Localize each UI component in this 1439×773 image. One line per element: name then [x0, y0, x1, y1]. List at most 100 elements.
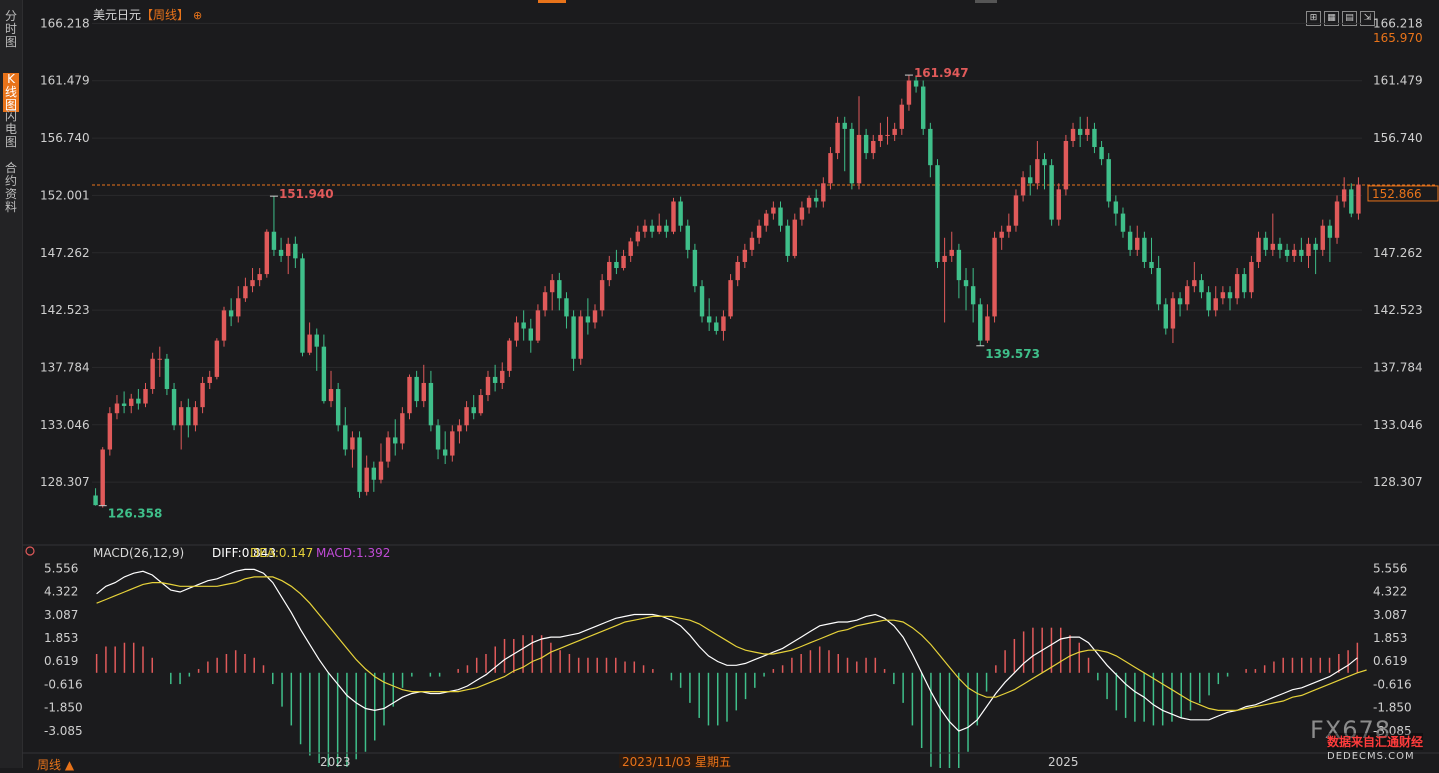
- candle-body: [1327, 225, 1333, 238]
- top-quote: 165.970: [1373, 31, 1423, 45]
- top-accent-bar: [538, 0, 566, 3]
- chart-title: 美元日元【周线】 ⊕: [93, 6, 202, 23]
- macd-diff-label: DIFF:0.843: [212, 546, 276, 560]
- candle-body: [1020, 177, 1026, 196]
- current-price-box: [1367, 185, 1439, 202]
- tab-flash-chart[interactable]: 闪电图: [4, 109, 17, 149]
- candle-body: [1170, 298, 1176, 329]
- candle-body: [721, 316, 726, 331]
- candle-body: [1292, 249, 1297, 256]
- candle-body: [956, 249, 962, 281]
- tab-contract-info[interactable]: 合约资料: [4, 161, 17, 214]
- candle-body: [93, 495, 98, 506]
- candle-body: [393, 437, 398, 444]
- stack-icon[interactable]: ▤: [1342, 11, 1357, 26]
- macd-tick-right: 1.853: [1373, 631, 1407, 645]
- crosshair-date-box: [619, 754, 729, 768]
- candle-body: [806, 197, 812, 208]
- price-tick-left: 133.046: [40, 418, 90, 432]
- macd-tick-left: 5.556: [44, 561, 78, 575]
- candle-body: [107, 413, 113, 450]
- candle-body: [1220, 292, 1226, 299]
- candle-body: [871, 140, 876, 154]
- candle-body: [114, 403, 120, 414]
- candle-body: [928, 128, 933, 166]
- time-axis-label: 2025: [1048, 755, 1079, 768]
- macd-indicator-icon[interactable]: [25, 546, 35, 556]
- candle-body: [285, 243, 291, 256]
- candle-body: [186, 407, 191, 426]
- candle-body: [1213, 298, 1218, 311]
- candle-body: [471, 407, 476, 414]
- tab-kline-chart[interactable]: K线图: [3, 72, 19, 112]
- macd-tick-left: 3.087: [44, 608, 78, 622]
- candle-body: [1092, 128, 1097, 148]
- candle-body: [243, 286, 248, 299]
- macd-tick-right: 5.556: [1373, 561, 1407, 575]
- candle-body: [1306, 243, 1311, 256]
- price-tick-right: 128.307: [1373, 475, 1423, 489]
- candle-body: [1341, 189, 1347, 202]
- layout-icon[interactable]: ⊞: [1306, 11, 1321, 26]
- candle-body: [1227, 292, 1233, 299]
- mid-high-annotation: 151.940: [279, 187, 334, 201]
- tab-time-chart[interactable]: 分时图: [4, 9, 17, 49]
- macd-tick-left: -1.850: [44, 701, 83, 715]
- candle-body: [300, 258, 305, 353]
- candle-body: [1028, 177, 1033, 184]
- candle-body: [328, 389, 334, 402]
- macd-tick-left: -0.616: [44, 677, 83, 691]
- candle-body: [485, 376, 491, 396]
- candle-body: [942, 255, 947, 262]
- candle-body: [1056, 189, 1061, 220]
- candle-body: [557, 280, 562, 299]
- gear-icon[interactable]: ⊕: [193, 9, 203, 22]
- period-selector[interactable]: 周线 ▲: [37, 758, 75, 772]
- mid-low-annotation: 139.573: [985, 347, 1040, 361]
- grid-icon[interactable]: ▦: [1324, 11, 1339, 26]
- candle-body: [414, 376, 419, 402]
- candle-body: [364, 467, 369, 492]
- candle-body: [1149, 261, 1154, 269]
- candle-body: [371, 467, 377, 480]
- candle-body: [293, 243, 298, 259]
- price-tick-right: 166.218: [1373, 16, 1423, 30]
- brand-watermark: FX678: [1310, 716, 1392, 744]
- price-tick-left: 156.740: [40, 131, 90, 145]
- candle-body: [1284, 249, 1290, 256]
- candle-body: [564, 298, 569, 317]
- price-tick-right: 161.479: [1373, 74, 1423, 88]
- candle-body: [828, 153, 833, 184]
- candle-body: [821, 183, 826, 202]
- candle-body: [271, 231, 277, 250]
- candle-body: [649, 225, 655, 232]
- candle-body: [200, 382, 205, 408]
- price-tick-left: 128.307: [40, 475, 90, 489]
- candle-body: [278, 249, 284, 256]
- candle-body: [1070, 128, 1076, 141]
- macd-value-label: MACD:1.392: [316, 546, 390, 560]
- candle-body: [1356, 184, 1361, 214]
- candle-body: [813, 197, 819, 202]
- candle-body: [435, 425, 441, 450]
- watermark-url: DEDECMS.COM: [1327, 751, 1415, 762]
- period-name[interactable]: 【周线】: [141, 8, 190, 22]
- time-axis-label: 2023/11/03 星期五: [622, 755, 731, 768]
- candle-body: [1192, 280, 1197, 287]
- price-tick-right: 137.784: [1373, 360, 1423, 374]
- candle-body: [949, 249, 954, 256]
- fullscreen-icon[interactable]: ⇲: [1360, 11, 1375, 26]
- macd-tick-left: 0.619: [44, 654, 78, 668]
- candle-body: [1313, 243, 1318, 250]
- candle-body: [1263, 237, 1268, 250]
- price-tick-left: 166.218: [40, 16, 90, 30]
- candle-body: [920, 86, 926, 129]
- candle-body: [335, 389, 341, 426]
- candle-body: [1085, 128, 1090, 135]
- candle-body: [970, 286, 976, 305]
- macd-dea-label: DEA:0.147: [250, 546, 313, 560]
- candle-body: [321, 346, 327, 402]
- low-annotation: 126.358: [108, 507, 163, 521]
- candle-body: [1013, 195, 1019, 226]
